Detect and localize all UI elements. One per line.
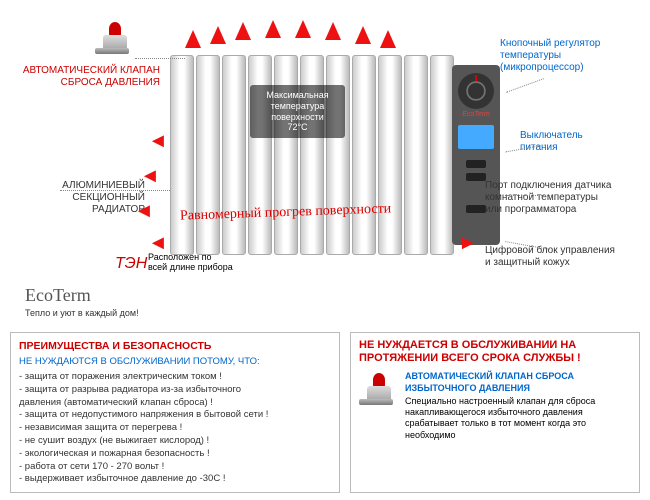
eco-brand: EcoTerm xyxy=(25,285,91,306)
flow-arrow-icon: ◄ xyxy=(134,200,154,223)
radiator-section xyxy=(196,55,220,255)
heat-arrow-icon xyxy=(295,20,311,38)
panel-button xyxy=(466,160,486,168)
connector-line xyxy=(135,58,185,59)
valve-label: АВТОМАТИЧЕСКИЙ КЛАПАНСБРОСА ДАВЛЕНИЯ xyxy=(10,65,160,89)
heat-arrow-icon xyxy=(210,26,226,44)
port-label: Порт подключения датчикакомнатной темпер… xyxy=(485,180,645,216)
box1-subtitle: НЕ НУЖДАЮТСЯ В ОБСЛУЖИВАНИИ ПОТОМУ, ЧТО: xyxy=(19,356,331,369)
valve-icon xyxy=(95,20,135,60)
heat-arrow-icon xyxy=(380,30,396,48)
advantage-item: - защита от недопустимого напряжения в б… xyxy=(19,409,331,422)
knob-label: Кнопочный регулятортемпературы(микропроц… xyxy=(500,38,640,74)
flow-arrow-icon: ◄ xyxy=(148,232,168,255)
maintenance-box: НЕ НУЖДАЕТСЯ В ОБСЛУЖИВАНИИ НАПРОТЯЖЕНИИ… xyxy=(350,332,640,493)
box2-text: АВТОМАТИЧЕСКИЙ КЛАПАН СБРОСАИЗБЫТОЧНОГО … xyxy=(405,371,631,441)
heat-arrow-icon xyxy=(355,26,371,44)
panel-button xyxy=(466,173,486,181)
valve-icon xyxy=(359,371,399,411)
advantages-box: ПРЕИМУЩЕСТВА И БЕЗОПАСНОСТЬ НЕ НУЖДАЮТСЯ… xyxy=(10,332,340,493)
radiator-section xyxy=(404,55,428,255)
flow-arrow-icon: ◄ xyxy=(140,165,160,188)
control-panel: EcoTerm xyxy=(452,65,500,245)
connector-line xyxy=(60,190,170,191)
power-button xyxy=(466,205,486,213)
advantage-item: - защита от поражения электрическим токо… xyxy=(19,371,331,384)
advantages-list: - защита от поражения электрическим токо… xyxy=(19,371,331,486)
ten-label: ТЭН xyxy=(115,255,147,273)
radiator-section xyxy=(170,55,194,255)
aluminum-label: АЛЮМИНИЕВЫЙ СЕКЦИОННЫЙРАДИАТОР xyxy=(0,180,145,216)
eco-slogan: Тепло и уют в каждый дом! xyxy=(25,308,139,318)
radiator-section xyxy=(430,55,454,255)
connector-line xyxy=(505,195,550,196)
ten-sublabel: Расположен повсей длине прибора xyxy=(148,253,233,273)
box1-title: ПРЕИМУЩЕСТВА И БЕЗОПАСНОСТЬ xyxy=(19,339,331,353)
advantage-item: - работа от сети 170 - 270 вольт ! xyxy=(19,461,331,474)
advantage-item: - экологическая и пожарная безопасность … xyxy=(19,448,331,461)
radiator-diagram: EcoTerm Максимальная температура поверхн… xyxy=(0,0,650,330)
heat-arrow-icon xyxy=(185,30,201,48)
info-boxes: ПРЕИМУЩЕСТВА И БЕЗОПАСНОСТЬ НЕ НУЖДАЮТСЯ… xyxy=(10,332,640,493)
advantage-item: - не сушит воздух (не выжигает кислород)… xyxy=(19,435,331,448)
flow-arrow-icon: ► xyxy=(458,232,478,255)
box2-head: НЕ НУЖДАЕТСЯ В ОБСЛУЖИВАНИИ НАПРОТЯЖЕНИИ… xyxy=(359,339,631,365)
advantage-item: - защита от разрыва радиатора из-за избы… xyxy=(19,384,331,397)
advantage-item: - выдерживает избыточное давление до -30… xyxy=(19,473,331,486)
connector-line xyxy=(506,78,544,93)
temperature-dial xyxy=(458,73,494,109)
radiator-section xyxy=(222,55,246,255)
heat-arrow-icon xyxy=(265,20,281,38)
radiator-section xyxy=(378,55,402,255)
heat-arrow-icon xyxy=(325,22,341,40)
control-label: Цифровой блок управленияи защитный кожух xyxy=(485,245,645,269)
advantage-item: давления (автоматический клапан сброса) … xyxy=(19,397,331,410)
power-label: Выключательпитания xyxy=(520,130,640,154)
flow-arrow-icon: ◄ xyxy=(148,130,168,153)
advantage-item: - независимая защита от перегрева ! xyxy=(19,422,331,435)
radiator-section xyxy=(352,55,376,255)
digital-display xyxy=(458,125,494,149)
panel-brand: EcoTerm xyxy=(456,111,496,118)
heat-arrow-icon xyxy=(235,22,251,40)
surface-temp-box: Максимальная температура поверхности 72°… xyxy=(250,85,345,138)
